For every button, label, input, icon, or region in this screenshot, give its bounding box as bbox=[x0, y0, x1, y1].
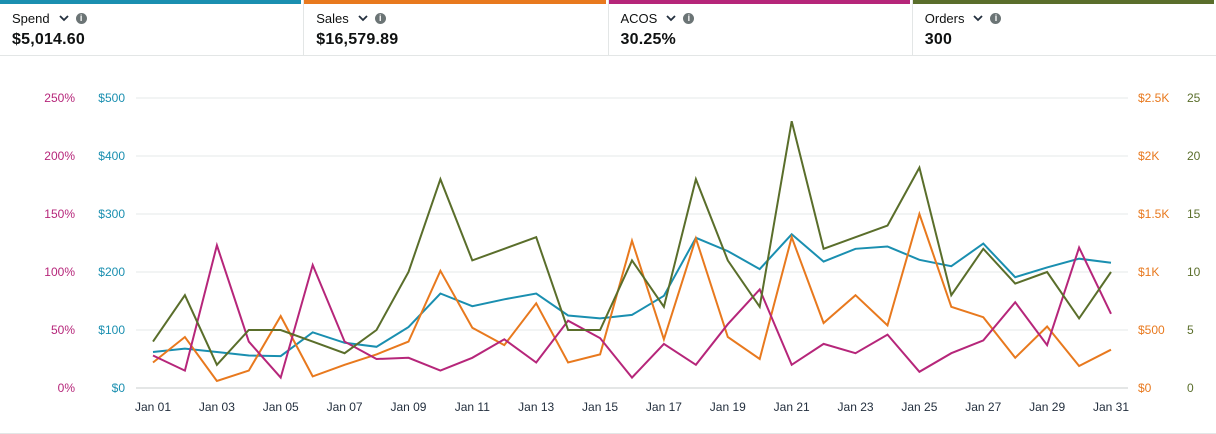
info-icon[interactable]: i bbox=[683, 12, 695, 24]
info-icon[interactable]: i bbox=[75, 12, 87, 24]
metric-value: 300 bbox=[924, 31, 953, 48]
metric-value: $16,579.89 bbox=[316, 31, 399, 48]
chevron-down-icon[interactable] bbox=[58, 12, 70, 24]
x-axis-tick-label: Jan 23 bbox=[838, 400, 874, 414]
x-axis-tick-label: Jan 15 bbox=[582, 400, 618, 414]
x-axis-tick-label: Jan 29 bbox=[1029, 400, 1065, 414]
series-line-sales bbox=[152, 210, 1112, 383]
acos-axis-tick-label: 50% bbox=[51, 323, 75, 337]
metric-tile-orders[interactable]: Orders i 300 bbox=[912, 0, 1216, 55]
chevron-down-icon[interactable] bbox=[665, 12, 677, 24]
acos-axis-tick-label: 100% bbox=[44, 265, 75, 279]
sales-axis-tick-label: $2.5K bbox=[1138, 91, 1169, 105]
x-axis-tick-label: Jan 19 bbox=[710, 400, 746, 414]
x-axis-tick-label: Jan 25 bbox=[901, 400, 937, 414]
metric-value: 30.25% bbox=[620, 31, 676, 48]
x-axis-tick-label: Jan 17 bbox=[646, 400, 682, 414]
metric-color-bar bbox=[0, 0, 302, 4]
chart-svg: 0% 50% 100% 150% 200% 250% $0 $100 $200 $300 $400 $… bbox=[44, 91, 1200, 414]
metric-value: $5,014.60 bbox=[12, 31, 85, 48]
sales-axis-tick-label: $0 bbox=[1138, 381, 1152, 395]
x-axis-tick-label: Jan 07 bbox=[327, 400, 363, 414]
info-icon[interactable]: i bbox=[990, 12, 1002, 24]
x-axis-tick-label: Jan 09 bbox=[390, 400, 426, 414]
series-line-spend bbox=[152, 232, 1112, 358]
x-axis-tick-label: Jan 03 bbox=[199, 400, 235, 414]
x-axis-tick-label: Jan 01 bbox=[135, 400, 171, 414]
chevron-down-icon[interactable] bbox=[972, 12, 984, 24]
metric-tiles: Spend i $5,014.60 Sales i $16,579.89 ACO… bbox=[0, 0, 1216, 56]
metric-label: ACOS bbox=[620, 10, 658, 26]
spend-axis-tick-label: $400 bbox=[98, 149, 125, 163]
x-axis-tick-label: Jan 05 bbox=[263, 400, 299, 414]
metric-color-bar bbox=[304, 0, 606, 4]
chart-axes: 0% 50% 100% 150% 200% 250% $0 $100 $200 $300 $400 $… bbox=[44, 91, 1200, 414]
orders-axis-tick-label: 10 bbox=[1187, 265, 1201, 279]
chevron-down-icon[interactable] bbox=[357, 12, 369, 24]
spend-axis-tick-label: $0 bbox=[112, 381, 126, 395]
x-axis-tick-label: Jan 11 bbox=[455, 400, 490, 414]
sales-axis-tick-label: $500 bbox=[1138, 323, 1165, 337]
x-axis-tick-label: Jan 13 bbox=[518, 400, 554, 414]
metric-tile-spend[interactable]: Spend i $5,014.60 bbox=[0, 0, 305, 55]
orders-axis-tick-label: 15 bbox=[1187, 207, 1201, 221]
metric-header: ACOS i bbox=[621, 10, 900, 26]
metric-label: Spend bbox=[12, 10, 50, 26]
sales-axis-tick-label: $1.5K bbox=[1138, 207, 1169, 221]
metric-tile-sales[interactable]: Sales i $16,579.89 bbox=[304, 0, 609, 55]
metric-tile-acos[interactable]: ACOS i 30.25% bbox=[608, 0, 913, 55]
metric-label: Orders bbox=[924, 10, 965, 26]
metric-header: Spend i bbox=[12, 10, 291, 26]
chart-lines bbox=[152, 120, 1112, 383]
series-line-acos bbox=[152, 241, 1112, 380]
metric-color-bar bbox=[608, 0, 910, 4]
acos-axis-tick-label: 150% bbox=[44, 207, 75, 221]
acos-axis-tick-label: 200% bbox=[44, 149, 75, 163]
metric-header: Sales i bbox=[316, 10, 595, 26]
acos-axis-tick-label: 250% bbox=[44, 91, 75, 105]
orders-axis-tick-label: 20 bbox=[1187, 149, 1201, 163]
metric-label: Sales bbox=[316, 10, 349, 26]
x-axis-tick-label: Jan 27 bbox=[965, 400, 1001, 414]
series-line-orders bbox=[152, 120, 1112, 367]
orders-axis-tick-label: 25 bbox=[1187, 91, 1201, 105]
acos-axis-tick-label: 0% bbox=[58, 381, 76, 395]
orders-axis-tick-label: 5 bbox=[1187, 323, 1194, 337]
spend-axis-tick-label: $500 bbox=[98, 91, 125, 105]
metric-color-bar bbox=[912, 0, 1214, 4]
sales-axis-tick-label: $2K bbox=[1138, 149, 1159, 163]
spend-axis-tick-label: $300 bbox=[98, 207, 125, 221]
spend-axis-tick-label: $200 bbox=[98, 265, 125, 279]
chart-grid bbox=[136, 97, 1128, 389]
x-axis-tick-label: Jan 21 bbox=[774, 400, 810, 414]
performance-chart: 0% 50% 100% 150% 200% 250% $0 $100 $200 $300 $400 $… bbox=[0, 56, 1216, 434]
spend-axis-tick-label: $100 bbox=[98, 323, 125, 337]
sales-axis-tick-label: $1K bbox=[1138, 265, 1159, 279]
x-axis-tick-label: Jan 31 bbox=[1093, 400, 1129, 414]
orders-axis-tick-label: 0 bbox=[1187, 381, 1194, 395]
info-icon[interactable]: i bbox=[374, 12, 386, 24]
metric-header: Orders i bbox=[925, 10, 1204, 26]
